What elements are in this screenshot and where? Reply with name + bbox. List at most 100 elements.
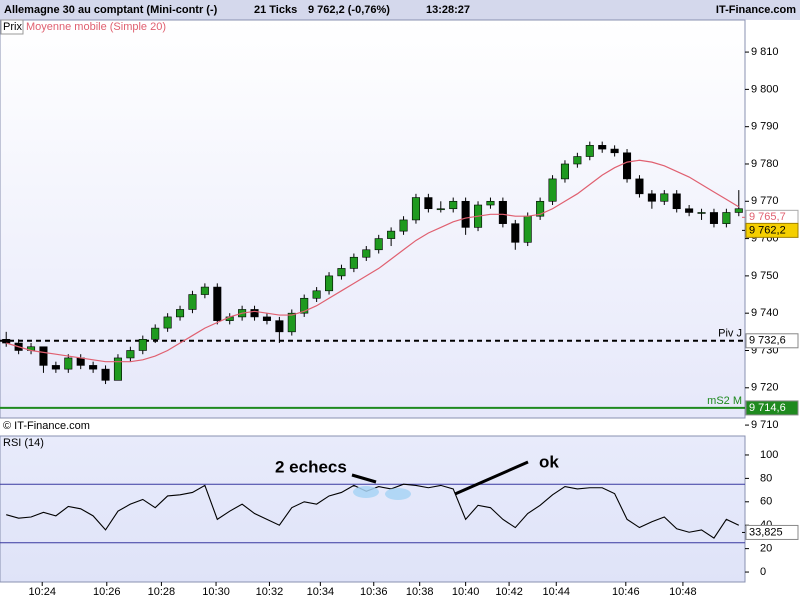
- value-box: [745, 400, 799, 416]
- candle-body: [176, 309, 185, 318]
- legend-ma: Moyenne mobile (Simple 20): [26, 21, 166, 33]
- candle-body: [498, 200, 507, 224]
- candle-body: [126, 350, 135, 359]
- value-box: [745, 222, 799, 238]
- candle-body: [486, 200, 495, 206]
- rsi-panel: [0, 435, 746, 583]
- x-tick-label: 10:48: [669, 586, 697, 598]
- y-tick-label: 9 790: [751, 121, 779, 133]
- candle-body: [387, 230, 396, 239]
- annotation: 2 echecs: [275, 457, 347, 476]
- candle-body: [548, 178, 557, 202]
- x-tick-label: 10:28: [148, 586, 176, 598]
- moving-average: [6, 159, 740, 363]
- y-tick-label: 80: [760, 472, 772, 484]
- ticks: 21 Ticks: [254, 4, 297, 16]
- legend-box: [0, 19, 24, 35]
- candle-body: [623, 152, 632, 180]
- candle-body: [51, 365, 60, 370]
- header-bar: [0, 0, 800, 20]
- highlight: [353, 486, 379, 498]
- candle-body: [200, 286, 209, 295]
- x-tick-label: 10:34: [307, 586, 335, 598]
- candle-body: [163, 316, 172, 329]
- value-label: 9 732,6: [749, 335, 786, 347]
- level-name: mS2 M: [707, 395, 742, 407]
- candle-body: [585, 145, 594, 157]
- candle-body: [151, 327, 160, 340]
- y-tick-label: 0: [760, 566, 766, 578]
- y-tick-label: 60: [760, 496, 772, 508]
- highlight: [385, 488, 411, 500]
- y-tick-label: 20: [760, 543, 772, 555]
- candle-body: [685, 208, 694, 213]
- price-panel: [0, 19, 746, 419]
- candle-body: [113, 357, 122, 381]
- x-tick-label: 10:24: [28, 586, 56, 598]
- y-tick-label: 9 810: [751, 46, 779, 58]
- candle-body: [89, 365, 98, 370]
- candle-body: [647, 193, 656, 202]
- candle-body: [573, 156, 582, 165]
- annotation: ok: [539, 452, 559, 471]
- candle-body: [76, 357, 85, 366]
- level-name: Piv J: [718, 328, 742, 340]
- candle-body: [312, 290, 321, 299]
- candle-body: [39, 346, 48, 366]
- candle-body: [672, 193, 681, 210]
- plot-layer: Piv J mS2 M: [0, 141, 745, 544]
- candle-body: [536, 200, 545, 217]
- x-tick-label: 10:40: [452, 586, 480, 598]
- candle-body: [349, 256, 358, 269]
- x-tick-label: 10:30: [202, 586, 230, 598]
- legend-price: Prix: [3, 21, 22, 33]
- time: 13:28:27: [426, 4, 470, 16]
- x-tick-label: 10:42: [495, 586, 523, 598]
- candle-body: [374, 238, 383, 251]
- copyright: © IT-Finance.com: [3, 420, 90, 432]
- y-tick-label: 9 740: [751, 307, 779, 319]
- candle-body: [660, 193, 669, 202]
- y-tick-label: 9 780: [751, 158, 779, 170]
- rsi-label: RSI (14): [3, 437, 44, 449]
- y-tick-label: 9 750: [751, 270, 779, 282]
- y-tick-label: 100: [760, 449, 778, 461]
- value-label: 9 765,7: [749, 211, 786, 223]
- candle-body: [250, 309, 259, 318]
- candle-body: [610, 148, 619, 154]
- value-box: [745, 524, 799, 540]
- candle-body: [362, 249, 371, 258]
- candle-body: [697, 212, 706, 214]
- candle-body: [399, 219, 408, 232]
- x-tick-label: 10:32: [256, 586, 284, 598]
- x-tick-label: 10:44: [543, 586, 571, 598]
- arrow: [351, 473, 377, 484]
- candle-body: [734, 208, 743, 213]
- candle-body: [138, 338, 147, 351]
- candle-body: [325, 275, 334, 292]
- y-tick-label: 9 800: [751, 83, 779, 95]
- candle-body: [449, 200, 458, 210]
- brand: IT-Finance.com: [716, 4, 796, 16]
- candle-body: [709, 212, 718, 224]
- instrument: Allemagne 30 au comptant (Mini-contr (-): [4, 4, 218, 16]
- candle-body: [287, 312, 296, 333]
- y-tick-label: 9 770: [751, 195, 779, 207]
- x-tick-label: 10:36: [360, 586, 388, 598]
- candle-body: [511, 223, 520, 243]
- candle-body: [436, 208, 445, 211]
- candle-body: [411, 197, 420, 221]
- x-tick-label: 10:46: [612, 586, 640, 598]
- candle-body: [461, 200, 470, 228]
- y-tick-label: 9 720: [751, 382, 779, 394]
- arrow: [454, 460, 529, 496]
- candle-body: [300, 297, 309, 314]
- value-label: 9 714,6: [749, 402, 786, 414]
- candle-body: [275, 320, 284, 333]
- quote: 9 762,2 (-0,76%): [308, 4, 390, 16]
- value-box: [745, 333, 799, 349]
- x-tick-label: 10:38: [406, 586, 434, 598]
- candle-body: [598, 145, 607, 150]
- x-tick-label: 10:26: [93, 586, 121, 598]
